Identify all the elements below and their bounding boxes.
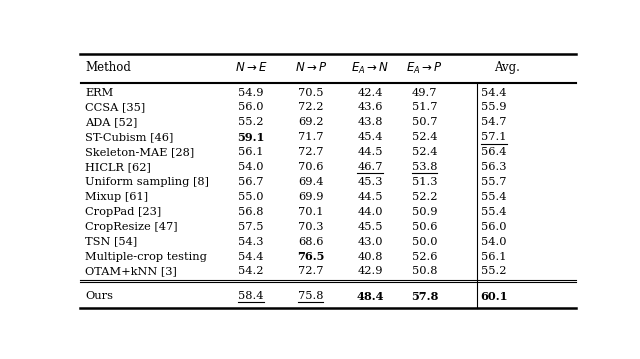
- Text: 54.0: 54.0: [481, 237, 507, 247]
- Text: 50.8: 50.8: [412, 266, 438, 276]
- Text: 70.6: 70.6: [298, 162, 323, 172]
- Text: 56.7: 56.7: [238, 177, 264, 187]
- Text: Method: Method: [85, 61, 131, 74]
- Text: 44.5: 44.5: [357, 147, 383, 157]
- Text: ERM: ERM: [85, 88, 113, 98]
- Text: 43.6: 43.6: [357, 102, 383, 112]
- Text: 52.6: 52.6: [412, 252, 438, 261]
- Text: 54.4: 54.4: [481, 88, 507, 98]
- Text: 56.1: 56.1: [238, 147, 264, 157]
- Text: 60.1: 60.1: [481, 290, 508, 302]
- Text: TSN [54]: TSN [54]: [85, 237, 137, 247]
- Text: Uniform sampling [8]: Uniform sampling [8]: [85, 177, 209, 187]
- Text: $E_A \rightarrow N$: $E_A \rightarrow N$: [351, 60, 389, 75]
- Text: 56.1: 56.1: [481, 252, 507, 261]
- Text: 55.0: 55.0: [238, 192, 264, 202]
- Text: 55.2: 55.2: [238, 117, 264, 127]
- Text: ST-Cubism [46]: ST-Cubism [46]: [85, 132, 173, 142]
- Text: Skeleton-MAE [28]: Skeleton-MAE [28]: [85, 147, 194, 157]
- Text: 40.8: 40.8: [357, 252, 383, 261]
- Text: 52.2: 52.2: [412, 192, 438, 202]
- Text: 72.7: 72.7: [298, 266, 323, 276]
- Text: 52.4: 52.4: [412, 147, 438, 157]
- Text: 43.0: 43.0: [357, 237, 383, 247]
- Text: 55.4: 55.4: [481, 192, 507, 202]
- Text: 45.3: 45.3: [357, 177, 383, 187]
- Text: 56.8: 56.8: [238, 207, 264, 217]
- Text: 45.5: 45.5: [357, 222, 383, 232]
- Text: 58.4: 58.4: [238, 291, 264, 301]
- Text: 69.2: 69.2: [298, 117, 323, 127]
- Text: 70.5: 70.5: [298, 88, 323, 98]
- Text: CropPad [23]: CropPad [23]: [85, 207, 161, 217]
- Text: 46.7: 46.7: [357, 162, 383, 172]
- Text: 71.7: 71.7: [298, 132, 323, 142]
- Text: ADA [52]: ADA [52]: [85, 117, 138, 127]
- Text: 57.5: 57.5: [238, 222, 264, 232]
- Text: Mixup [61]: Mixup [61]: [85, 192, 148, 202]
- Text: 56.4: 56.4: [481, 147, 507, 157]
- Text: 57.1: 57.1: [481, 132, 507, 142]
- Text: 54.7: 54.7: [481, 117, 507, 127]
- Text: 76.5: 76.5: [297, 251, 324, 262]
- Text: 44.0: 44.0: [357, 207, 383, 217]
- Text: 56.0: 56.0: [238, 102, 264, 112]
- Text: 68.6: 68.6: [298, 237, 323, 247]
- Text: 54.0: 54.0: [238, 162, 264, 172]
- Text: CCSA [35]: CCSA [35]: [85, 102, 145, 112]
- Text: 42.9: 42.9: [357, 266, 383, 276]
- Text: 50.0: 50.0: [412, 237, 438, 247]
- Text: Ours: Ours: [85, 291, 113, 301]
- Text: 70.1: 70.1: [298, 207, 323, 217]
- Text: 54.4: 54.4: [238, 252, 264, 261]
- Text: 53.8: 53.8: [412, 162, 438, 172]
- Text: 44.5: 44.5: [357, 192, 383, 202]
- Text: 48.4: 48.4: [356, 290, 384, 302]
- Text: 69.9: 69.9: [298, 192, 323, 202]
- Text: 51.7: 51.7: [412, 102, 438, 112]
- Text: 54.3: 54.3: [238, 237, 264, 247]
- Text: 55.7: 55.7: [481, 177, 507, 187]
- Text: 57.8: 57.8: [411, 290, 438, 302]
- Text: $N \rightarrow E$: $N \rightarrow E$: [235, 61, 268, 74]
- Text: CropResize [47]: CropResize [47]: [85, 222, 177, 232]
- Text: 72.2: 72.2: [298, 102, 323, 112]
- Text: 69.4: 69.4: [298, 177, 323, 187]
- Text: 45.4: 45.4: [357, 132, 383, 142]
- Text: OTAM+kNN [3]: OTAM+kNN [3]: [85, 266, 177, 276]
- Text: 43.8: 43.8: [357, 117, 383, 127]
- Text: 72.7: 72.7: [298, 147, 323, 157]
- Text: 50.9: 50.9: [412, 207, 438, 217]
- Text: 75.8: 75.8: [298, 291, 323, 301]
- Text: HICLR [62]: HICLR [62]: [85, 162, 151, 172]
- Text: $N \rightarrow P$: $N \rightarrow P$: [294, 61, 327, 74]
- Text: 54.9: 54.9: [238, 88, 264, 98]
- Text: Multiple-crop testing: Multiple-crop testing: [85, 252, 207, 261]
- Text: 56.0: 56.0: [481, 222, 507, 232]
- Text: 42.4: 42.4: [357, 88, 383, 98]
- Text: 59.1: 59.1: [237, 132, 265, 143]
- Text: 55.9: 55.9: [481, 102, 507, 112]
- Text: Avg.: Avg.: [494, 61, 520, 74]
- Text: 51.3: 51.3: [412, 177, 438, 187]
- Text: $E_A \rightarrow P$: $E_A \rightarrow P$: [406, 60, 443, 75]
- Text: 52.4: 52.4: [412, 132, 438, 142]
- Text: 55.4: 55.4: [481, 207, 507, 217]
- Text: 50.7: 50.7: [412, 117, 438, 127]
- Text: 50.6: 50.6: [412, 222, 438, 232]
- Text: 56.3: 56.3: [481, 162, 507, 172]
- Text: 54.2: 54.2: [238, 266, 264, 276]
- Text: 49.7: 49.7: [412, 88, 438, 98]
- Text: 55.2: 55.2: [481, 266, 507, 276]
- Text: 70.3: 70.3: [298, 222, 323, 232]
